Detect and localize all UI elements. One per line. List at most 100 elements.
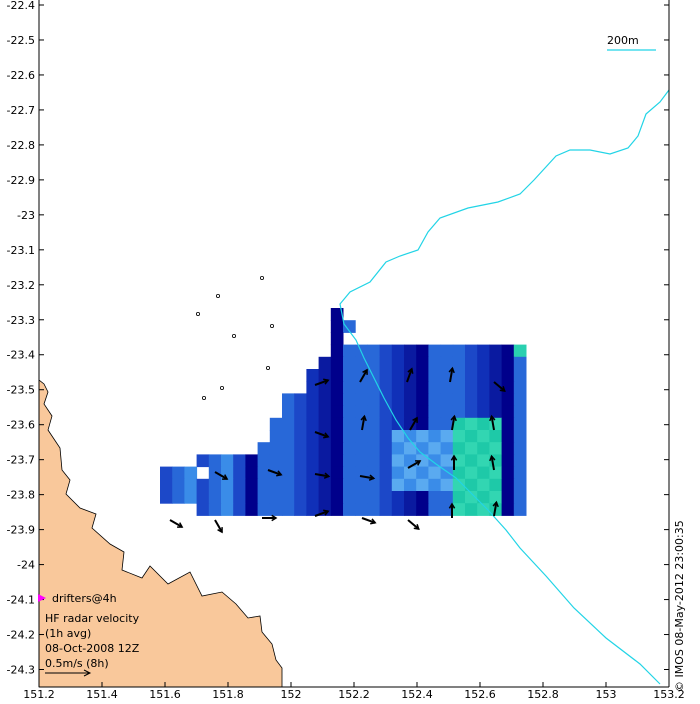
velocity-cell	[391, 442, 405, 455]
velocity-cell	[513, 466, 527, 480]
velocity-cell	[477, 405, 490, 419]
lat-tick-label: -23.8	[7, 489, 35, 502]
velocity-arrow-head	[362, 368, 368, 375]
velocity-cell	[501, 417, 515, 431]
velocity-cell	[416, 430, 429, 443]
velocity-cell	[343, 442, 356, 455]
velocity-cell	[330, 417, 344, 431]
lon-tick-label: 151.8	[212, 688, 244, 700]
velocity-arrow	[214, 519, 223, 533]
velocity-arrow-head	[489, 454, 496, 462]
lat-tick-label: -23.5	[7, 384, 35, 397]
velocity-cell	[489, 466, 503, 480]
velocity-cell	[343, 478, 356, 492]
velocity-cell	[172, 491, 185, 504]
velocity-cell	[282, 442, 295, 455]
velocity-cell	[440, 430, 454, 443]
velocity-cell	[294, 503, 307, 516]
velocity-cell	[184, 478, 198, 492]
velocity-cell	[318, 478, 332, 492]
velocity-cell	[428, 369, 442, 382]
velocity-cell	[416, 478, 429, 492]
velocity-arrow-head	[415, 460, 422, 466]
velocity-cell	[404, 442, 417, 455]
velocity-cell	[416, 454, 429, 468]
velocity-cell	[269, 503, 283, 516]
velocity-arrow	[214, 471, 228, 480]
velocity-cell	[465, 344, 478, 358]
velocity-cell	[294, 393, 307, 407]
velocity-cell	[465, 503, 478, 516]
velocity-cell	[367, 344, 381, 358]
velocity-cell	[391, 491, 405, 504]
velocity-cell	[282, 430, 295, 443]
velocity-arrow-head	[276, 470, 283, 477]
velocity-cell	[404, 417, 417, 431]
velocity-cell	[440, 417, 454, 431]
isobath-200m	[339, 89, 670, 685]
velocity-cell	[477, 454, 490, 468]
velocity-arrow-head	[323, 378, 330, 385]
velocity-cell	[379, 503, 393, 516]
velocity-arrow-head	[323, 472, 331, 479]
velocity-cell	[428, 381, 442, 394]
velocity-cell	[318, 356, 332, 370]
velocity-cell	[330, 442, 344, 455]
velocity-cell	[379, 393, 393, 407]
velocity-cell	[330, 430, 344, 443]
velocity-cell	[477, 356, 490, 370]
velocity-cell	[440, 393, 454, 407]
velocity-cell	[367, 369, 381, 382]
velocity-cell	[489, 344, 503, 358]
velocity-cell	[318, 491, 332, 504]
velocity-cell	[428, 503, 442, 516]
velocity-arrow-head	[407, 367, 414, 374]
velocity-arrow	[490, 416, 495, 431]
velocity-cell	[343, 503, 356, 516]
velocity-cell	[501, 369, 515, 382]
velocity-cell	[416, 466, 429, 480]
lat-tick-label: -23	[17, 209, 35, 222]
velocity-cell	[294, 442, 307, 455]
credit-label: © IMOS 08-May-2012 23:00:35	[673, 520, 686, 692]
velocity-cell	[379, 478, 393, 492]
velocity-cell	[452, 369, 466, 382]
velocity-cell	[196, 491, 210, 504]
velocity-cell	[513, 454, 527, 468]
velocity-cell	[196, 478, 210, 492]
lat-tick-label: -23.4	[7, 349, 35, 362]
velocity-cell	[465, 417, 478, 431]
velocity-cell	[465, 478, 478, 492]
velocity-cell	[416, 491, 429, 504]
velocity-arrow-head	[177, 522, 184, 528]
velocity-cell	[440, 381, 454, 394]
velocity-cells	[160, 308, 527, 516]
velocity-arrow-head	[489, 414, 496, 422]
latitude-axis: -22.4 -22.5 -22.6 -22.7 -22.8 -22.9 -23 -23.1 -2…	[7, 0, 669, 677]
velocity-cell	[306, 503, 320, 516]
velocity-cell	[330, 393, 344, 407]
velocity-cell	[440, 405, 454, 419]
velocity-cell	[233, 454, 246, 468]
velocity-cell	[233, 466, 246, 480]
velocity-cell	[489, 430, 503, 443]
velocity-cell	[501, 356, 515, 370]
lat-tick-label: -24.1	[7, 594, 35, 607]
lon-tick-label: 151.2	[23, 688, 55, 700]
velocity-cell	[269, 417, 283, 431]
velocity-cell	[306, 369, 320, 382]
velocity-cell	[160, 466, 173, 480]
velocity-cell	[428, 405, 442, 419]
velocity-cell	[416, 393, 429, 407]
velocity-cell	[355, 417, 368, 431]
velocity-cell	[452, 454, 466, 468]
velocity-cell	[428, 442, 442, 455]
velocity-cell	[452, 405, 466, 419]
velocity-cell	[416, 405, 429, 419]
velocity-cell	[355, 393, 368, 407]
velocity-cell	[306, 405, 320, 419]
velocity-cell	[428, 356, 442, 370]
velocity-cell	[416, 356, 429, 370]
island	[265, 365, 270, 370]
velocity-cell	[221, 454, 234, 468]
